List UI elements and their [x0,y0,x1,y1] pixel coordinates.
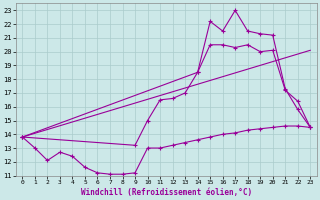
X-axis label: Windchill (Refroidissement éolien,°C): Windchill (Refroidissement éolien,°C) [81,188,252,197]
